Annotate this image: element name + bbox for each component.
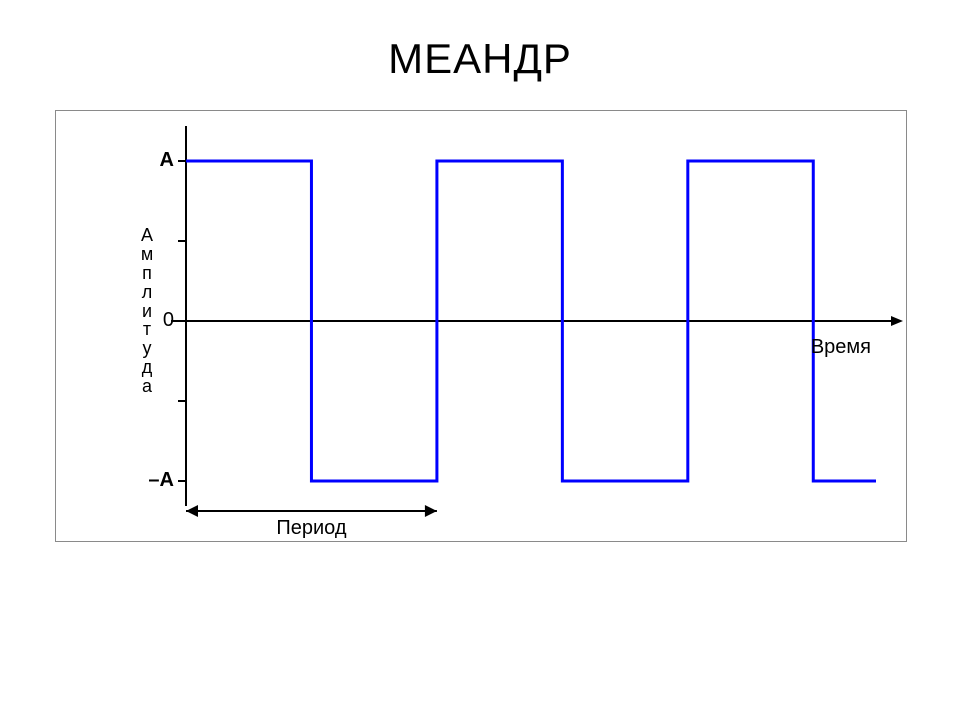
period-label: Период xyxy=(186,517,437,540)
period-arrow xyxy=(186,505,437,517)
chart-svg xyxy=(56,111,906,541)
page-root: МЕАНДР A 0 –A А м п л и т у д а Вре xyxy=(0,0,960,720)
y-axis-label: А м п л и т у д а xyxy=(138,226,156,396)
chart-frame: A 0 –A А м п л и т у д а Время Период xyxy=(55,110,907,542)
y-axis xyxy=(178,126,186,506)
page-title: МЕАНДР xyxy=(0,35,960,83)
y-tick-label-A: A xyxy=(138,149,174,172)
x-axis xyxy=(171,316,903,326)
y-tick-label-negA: –A xyxy=(138,469,174,492)
x-axis-label: Время xyxy=(811,336,871,359)
